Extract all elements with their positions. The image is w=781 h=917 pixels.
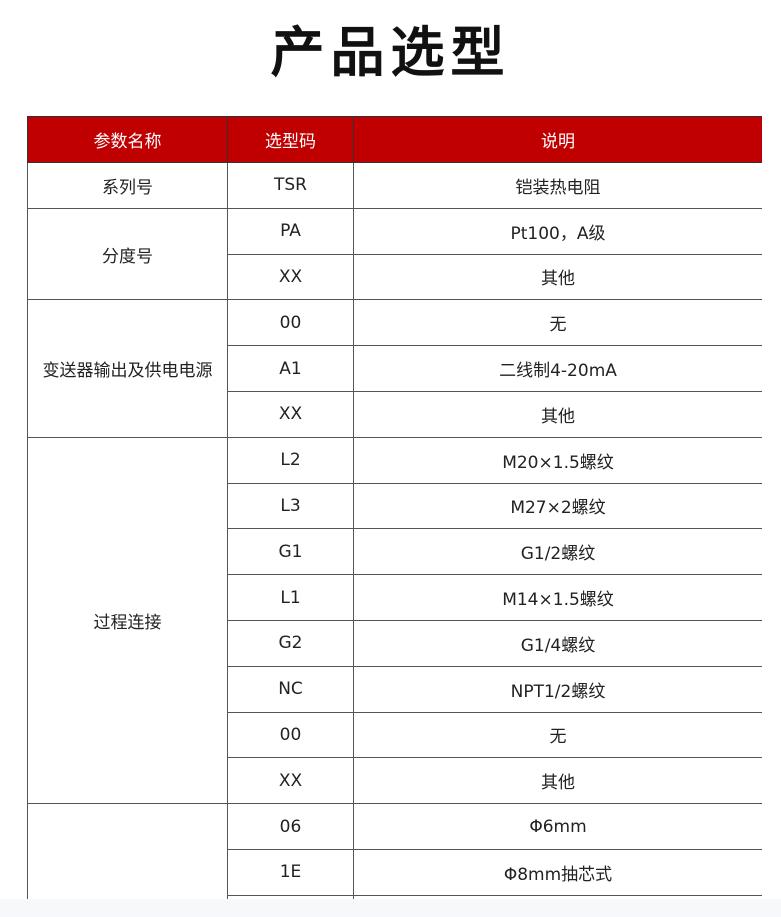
desc-cell: Φ8mm抽芯式	[353, 848, 762, 896]
desc-cell: G1/2螺纹	[353, 528, 762, 576]
table-row: 06 Φ6mm	[27, 803, 762, 899]
table-row: A1 二线制4-20mA	[28, 345, 762, 392]
table-row: G1 G1/2螺纹	[28, 528, 762, 576]
desc-cell: 其他	[353, 757, 762, 805]
selection-table: 参数名称 选型码 说明 系列号 TSR 铠装热电阻 分度号 PA Pt100，A级 XX 其他…	[27, 116, 762, 899]
code-cell: TSR	[227, 162, 354, 209]
desc-cell: 无	[353, 299, 762, 347]
table-row: NC NPT1/2螺纹	[28, 665, 762, 713]
param-name-cell: 系列号	[27, 162, 228, 209]
desc-cell	[353, 894, 762, 899]
desc-cell: 铠装热电阻	[353, 162, 762, 209]
code-cell: L1	[227, 574, 354, 621]
desc-cell: Φ6mm	[353, 803, 762, 850]
table-row: L3 M27×2螺纹	[28, 482, 762, 530]
table-row: L1 M14×1.5螺纹	[28, 574, 762, 621]
table-row: 系列号 TSR 铠装热电阻	[27, 162, 762, 209]
code-cell: XX	[227, 757, 354, 805]
code-cell: G2	[227, 619, 354, 667]
table-row: XX 其他	[28, 757, 762, 805]
code-cell: L3	[227, 482, 354, 530]
desc-cell: M14×1.5螺纹	[353, 574, 762, 621]
desc-cell: G1/4螺纹	[353, 619, 762, 667]
desc-cell: 无	[353, 711, 762, 759]
table-header: 参数名称 选型码 说明	[27, 116, 762, 163]
desc-cell: NPT1/2螺纹	[353, 665, 762, 713]
table-row: G2 G1/4螺纹	[28, 619, 762, 667]
code-cell: XX	[227, 253, 354, 301]
code-cell: NC	[227, 665, 354, 713]
desc-cell: 二线制4-20mA	[353, 345, 762, 392]
table-row: XX 其他	[28, 253, 762, 301]
param-name-cell: 过程连接	[27, 436, 228, 805]
param-name-cell: 分度号	[27, 207, 228, 301]
table-row	[28, 894, 762, 899]
code-cell: PA	[227, 207, 354, 255]
desc-cell: M20×1.5螺纹	[353, 436, 762, 484]
bottom-bar	[0, 899, 781, 917]
code-cell: 00	[227, 711, 354, 759]
desc-cell: M27×2螺纹	[353, 482, 762, 530]
code-cell: 06	[227, 803, 354, 850]
code-cell: 1E	[227, 848, 354, 896]
selection-table-container: 参数名称 选型码 说明 系列号 TSR 铠装热电阻 分度号 PA Pt100，A级 XX 其他…	[27, 116, 762, 899]
header-desc: 说明	[353, 116, 762, 163]
code-cell: L2	[227, 436, 354, 484]
desc-cell: 其他	[353, 390, 762, 438]
param-name-cell	[27, 803, 228, 899]
page-title: 产品选型	[270, 21, 511, 84]
header-code: 选型码	[227, 116, 354, 163]
code-cell: G1	[227, 528, 354, 576]
header-param: 参数名称	[27, 116, 228, 163]
code-cell: 00	[227, 299, 354, 347]
desc-cell: Pt100，A级	[353, 207, 762, 255]
table-row: 变送器输出及供电电源 00 无	[27, 299, 762, 438]
table-row: 分度号 PA Pt100，A级	[27, 207, 762, 301]
desc-cell: 其他	[353, 253, 762, 301]
table-row: XX 其他	[28, 390, 762, 438]
table-row: 过程连接 L2 M20×1.5螺纹	[27, 436, 762, 805]
code-cell: XX	[227, 390, 354, 438]
code-cell: A1	[227, 345, 354, 392]
table-row: 1E Φ8mm抽芯式	[28, 848, 762, 896]
param-name-cell: 变送器输出及供电电源	[27, 299, 228, 438]
